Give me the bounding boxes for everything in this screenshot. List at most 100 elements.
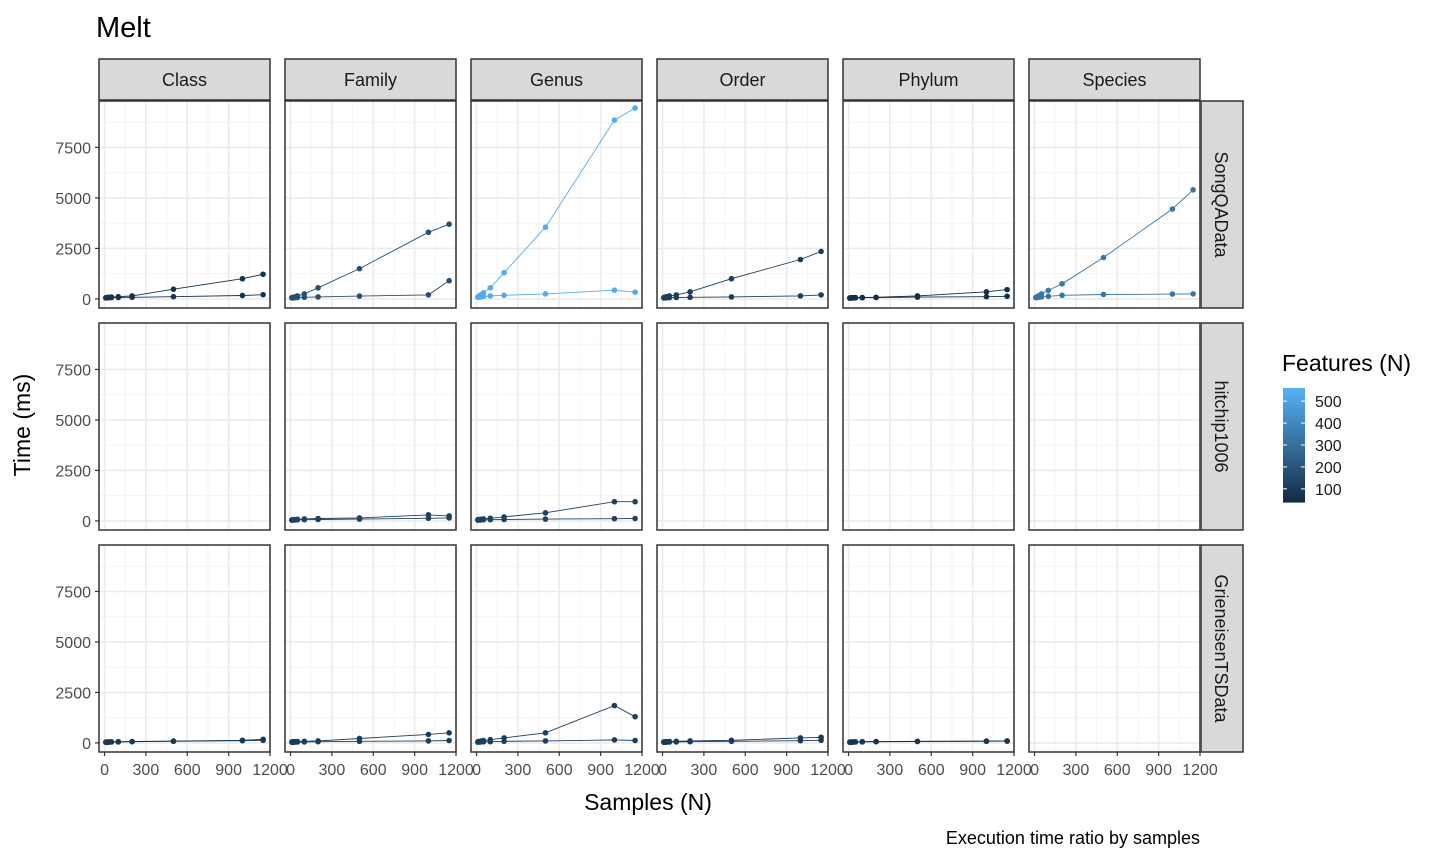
panel-background xyxy=(843,545,1014,752)
series-group-songqadata-phylum xyxy=(847,286,1010,301)
color-legend: Features (N) 100 200 300 400 500 xyxy=(1282,350,1411,503)
facet-strip-label: Species xyxy=(1082,70,1146,90)
panel-border xyxy=(98,544,271,753)
x-tick-label: 1200 xyxy=(1182,762,1218,779)
data-point xyxy=(1100,254,1107,261)
data-point xyxy=(632,515,638,522)
panel-border xyxy=(1028,322,1201,531)
legend-gradient-step xyxy=(1283,467,1305,472)
legend-gradient-step xyxy=(1283,470,1305,475)
data-point xyxy=(115,294,122,301)
x-tick-label: 1200 xyxy=(438,762,474,779)
x-tick-label: 1200 xyxy=(252,762,288,779)
facet-strip-species xyxy=(1028,58,1201,101)
panel-border xyxy=(284,100,457,309)
data-point xyxy=(687,738,693,745)
panel-border xyxy=(656,322,829,531)
data-point xyxy=(487,738,494,745)
panel-background xyxy=(285,101,456,308)
series-group-songqadata-species xyxy=(1033,187,1196,301)
data-point xyxy=(501,269,507,276)
legend-gradient-step xyxy=(1283,447,1305,452)
series-group-grieneisentsdata-genus xyxy=(475,702,638,745)
x-tick-label: 900 xyxy=(1145,762,1172,779)
x-tick-label: 600 xyxy=(732,762,759,779)
data-point xyxy=(632,713,638,720)
x-tick-label: 1200 xyxy=(810,762,846,779)
data-point xyxy=(914,738,921,745)
data-point xyxy=(818,737,824,744)
panel-border xyxy=(470,544,643,753)
data-point xyxy=(1059,280,1065,287)
data-point xyxy=(1038,294,1045,300)
data-point xyxy=(170,293,177,300)
facet-strip-class xyxy=(98,58,271,101)
data-point xyxy=(859,739,866,745)
x-tick-label: 600 xyxy=(918,762,945,779)
legend-tick-label: 100 xyxy=(1315,482,1342,499)
data-point xyxy=(611,515,618,522)
data-point xyxy=(1169,206,1176,212)
data-point xyxy=(611,737,618,743)
legend-tick-label: 400 xyxy=(1315,416,1342,433)
data-point xyxy=(239,275,246,282)
legend-gradient-step xyxy=(1283,430,1305,435)
legend-gradient-step xyxy=(1283,425,1305,429)
data-point xyxy=(859,294,866,301)
panel-background xyxy=(471,323,642,530)
panel-songqadata-genus xyxy=(471,101,643,308)
data-point xyxy=(1190,291,1196,297)
panel-background xyxy=(471,545,642,752)
data-point xyxy=(728,275,735,282)
legend-gradient-step xyxy=(1283,439,1305,443)
data-point xyxy=(425,229,432,236)
legend-gradient-step xyxy=(1283,427,1305,432)
data-point xyxy=(852,739,859,745)
data-point xyxy=(480,517,487,523)
row-strip-label: hitchip1006 xyxy=(1211,380,1231,472)
panel-background xyxy=(99,545,270,752)
legend-gradient-step xyxy=(1283,450,1305,455)
data-point xyxy=(983,289,990,295)
data-point xyxy=(1045,293,1052,300)
data-point xyxy=(356,265,363,272)
x-tick-label: 1200 xyxy=(996,762,1032,779)
data-point xyxy=(239,737,246,744)
panel-background xyxy=(285,545,456,752)
panel-background xyxy=(843,101,1014,308)
data-point xyxy=(501,516,507,523)
data-point xyxy=(294,739,301,745)
legend-gradient-step xyxy=(1283,490,1305,495)
facet-strip-order xyxy=(656,58,829,101)
data-point xyxy=(914,294,921,300)
data-point xyxy=(632,105,638,111)
legend-gradient-step xyxy=(1283,445,1305,449)
legend-gradient-step xyxy=(1283,482,1305,486)
data-point xyxy=(501,738,507,745)
data-point xyxy=(983,293,990,300)
panel-border xyxy=(98,100,271,309)
y-tick-label: 5000 xyxy=(55,635,91,652)
panel-songqadata-class xyxy=(99,101,271,308)
legend-gradient-step xyxy=(1283,459,1305,463)
x-tick-label: 300 xyxy=(1063,762,1090,779)
data-point xyxy=(315,294,321,300)
data-point xyxy=(315,738,321,745)
row-strip-label: GrieneisenTSData xyxy=(1211,574,1231,723)
data-point xyxy=(797,293,804,299)
data-point xyxy=(728,738,735,745)
data-point xyxy=(487,516,494,523)
data-point xyxy=(487,285,494,291)
row-strip-grieneisentsdata xyxy=(1200,544,1244,753)
x-tick-label: 600 xyxy=(546,762,573,779)
facet-strip-family xyxy=(284,58,457,101)
legend-gradient-step xyxy=(1283,433,1305,438)
panel-hitchip1006-phylum xyxy=(843,323,1015,530)
x-tick-label: 300 xyxy=(319,762,346,779)
data-point xyxy=(239,292,246,299)
y-tick-label: 7500 xyxy=(55,140,91,157)
data-point xyxy=(542,738,549,744)
x-tick-label: 900 xyxy=(401,762,428,779)
y-tick-label: 2500 xyxy=(55,241,91,258)
data-point xyxy=(1190,187,1196,193)
